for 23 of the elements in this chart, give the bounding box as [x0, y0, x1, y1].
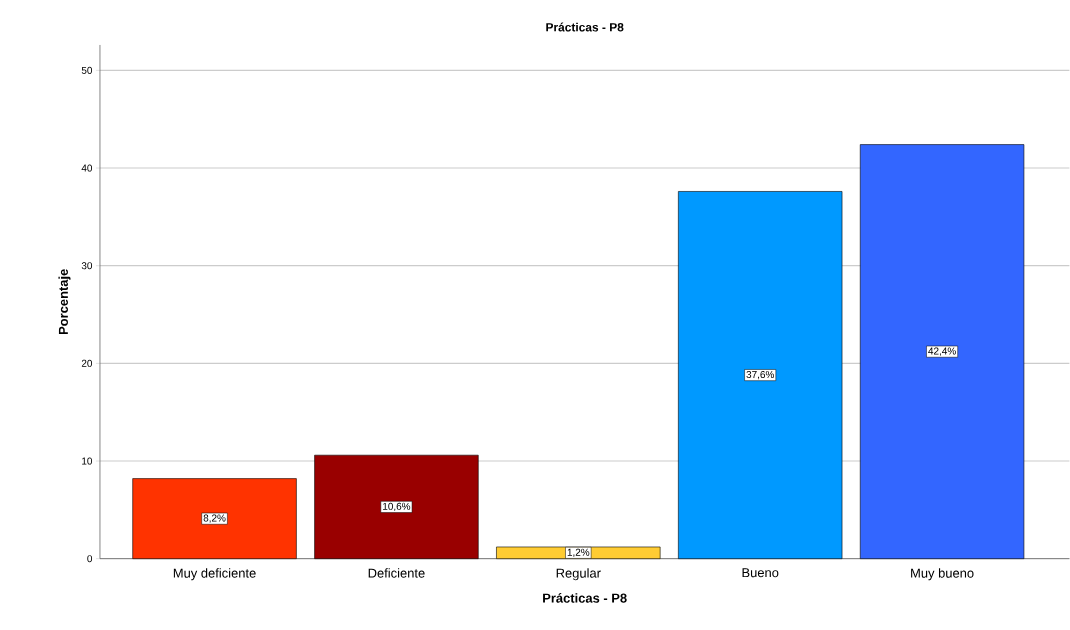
x-tick-label: Deficiente	[368, 568, 425, 578]
x-axis-title: Prácticas - P8	[543, 593, 627, 603]
y-tick-label: 0	[87, 555, 93, 563]
x-tick-label: Regular	[556, 568, 601, 581]
x-tick-label: Bueno	[742, 568, 779, 578]
y-tick-label: 30	[81, 262, 93, 270]
data-label: 8,2%	[203, 514, 226, 523]
bar	[678, 191, 843, 560]
data-label: 1,2%	[567, 548, 590, 558]
y-tick-label: 50	[81, 67, 93, 75]
data-label: 42,4%	[928, 347, 956, 356]
y-axis-title: Porcentaje	[58, 269, 71, 335]
x-tick-label: Muy bueno	[911, 568, 974, 581]
chart-title: Prácticas - P8	[546, 22, 624, 32]
y-tick-label: 20	[81, 360, 93, 368]
y-tick-label: 10	[82, 457, 93, 465]
bar	[314, 455, 479, 560]
y-tick-label: 40	[81, 164, 93, 172]
data-label: 37,6%	[746, 371, 774, 380]
data-label: 10,6%	[383, 502, 411, 512]
x-tick-label: Muy deficiente	[173, 568, 256, 581]
bar	[132, 478, 297, 560]
bar	[859, 144, 1025, 560]
